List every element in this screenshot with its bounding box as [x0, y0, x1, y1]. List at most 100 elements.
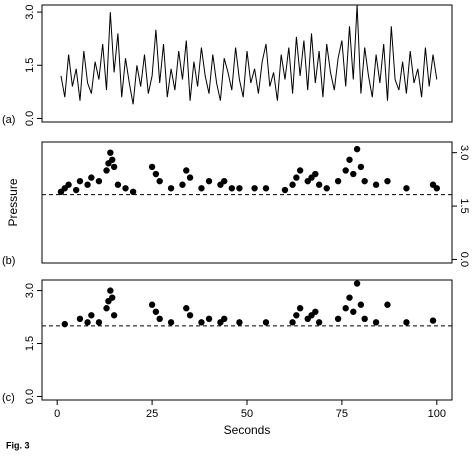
point	[346, 156, 353, 163]
point	[372, 181, 380, 188]
point	[61, 320, 68, 328]
point	[315, 319, 323, 326]
point	[72, 186, 80, 194]
point	[334, 315, 342, 323]
x-tick-label: 50	[241, 408, 253, 420]
point	[289, 181, 296, 188]
point	[76, 177, 84, 185]
y-tick-label: 3.0	[458, 145, 470, 160]
x-tick-label: 0	[54, 408, 60, 420]
point	[84, 319, 91, 326]
point	[152, 170, 160, 178]
point	[129, 188, 137, 196]
point	[429, 317, 437, 324]
point	[95, 319, 103, 326]
point	[205, 315, 213, 323]
y-tick-label: 0.0	[458, 252, 470, 267]
point	[384, 301, 391, 308]
point	[372, 319, 380, 326]
point	[84, 181, 91, 188]
point	[353, 280, 361, 287]
point	[289, 319, 296, 326]
point	[103, 167, 110, 174]
point	[323, 185, 330, 192]
point	[236, 319, 243, 326]
panel: (c) 0.0 1.5 3.0 0 25 50 75 100 Seconds	[2, 279, 453, 437]
point	[262, 319, 270, 326]
series-line	[60, 4, 438, 105]
point	[350, 308, 357, 315]
y-tick-label: 0.0	[24, 111, 36, 126]
point	[353, 145, 361, 153]
point	[262, 185, 270, 192]
point	[183, 167, 190, 174]
point	[403, 319, 410, 326]
point	[384, 177, 391, 185]
point	[361, 177, 368, 185]
plot-frame	[41, 4, 453, 123]
point	[179, 181, 186, 188]
point	[156, 177, 163, 185]
point	[221, 315, 228, 323]
point	[293, 312, 300, 319]
point	[221, 177, 228, 185]
plot-frame	[41, 279, 453, 401]
point	[251, 185, 258, 192]
point	[109, 156, 116, 163]
x-tick-label: 25	[146, 408, 158, 420]
point	[148, 301, 156, 308]
point	[198, 185, 205, 192]
point	[312, 308, 319, 315]
point	[88, 174, 95, 181]
y-tick-label: 3.0	[24, 283, 36, 298]
panel-label: (b)	[2, 255, 15, 267]
point	[110, 312, 118, 319]
panel: (a) 0.0 1.5 3.0	[2, 4, 453, 126]
point	[403, 185, 410, 192]
point	[156, 315, 163, 323]
point	[167, 319, 175, 326]
point	[186, 312, 194, 319]
point	[346, 294, 353, 301]
x-tick-label: 100	[428, 408, 446, 420]
point	[107, 149, 114, 156]
point	[107, 287, 114, 294]
point	[315, 181, 323, 188]
point	[293, 174, 300, 181]
point	[167, 185, 175, 192]
panel: (b) 0.0 1.5 3.0 Pressure	[2, 141, 470, 267]
point	[152, 308, 160, 315]
y-tick-label: 0.0	[24, 389, 36, 404]
point	[110, 163, 118, 171]
y-tick-label: 1.5	[24, 336, 36, 351]
point	[357, 301, 365, 308]
point	[205, 177, 213, 185]
point	[334, 177, 342, 185]
caption: Fig. 3	[6, 440, 30, 450]
point	[433, 185, 441, 192]
point	[76, 315, 84, 323]
point	[296, 167, 304, 174]
y-axis-label: Pressure	[6, 178, 20, 226]
point	[103, 305, 110, 312]
point	[183, 305, 190, 312]
point	[65, 181, 72, 188]
point	[114, 181, 122, 188]
point	[281, 186, 289, 194]
point	[122, 185, 129, 192]
point	[342, 305, 349, 312]
point	[312, 170, 319, 178]
point	[350, 170, 357, 178]
x-axis-label: Seconds	[224, 423, 271, 437]
point	[148, 163, 156, 171]
y-tick-label: 3.0	[24, 4, 36, 19]
point	[198, 319, 205, 326]
panel-label: (a)	[2, 114, 15, 126]
point	[228, 185, 236, 192]
point	[109, 294, 116, 301]
point	[296, 305, 304, 312]
point	[361, 315, 368, 323]
point	[88, 312, 95, 319]
y-tick-label: 1.5	[24, 58, 36, 73]
